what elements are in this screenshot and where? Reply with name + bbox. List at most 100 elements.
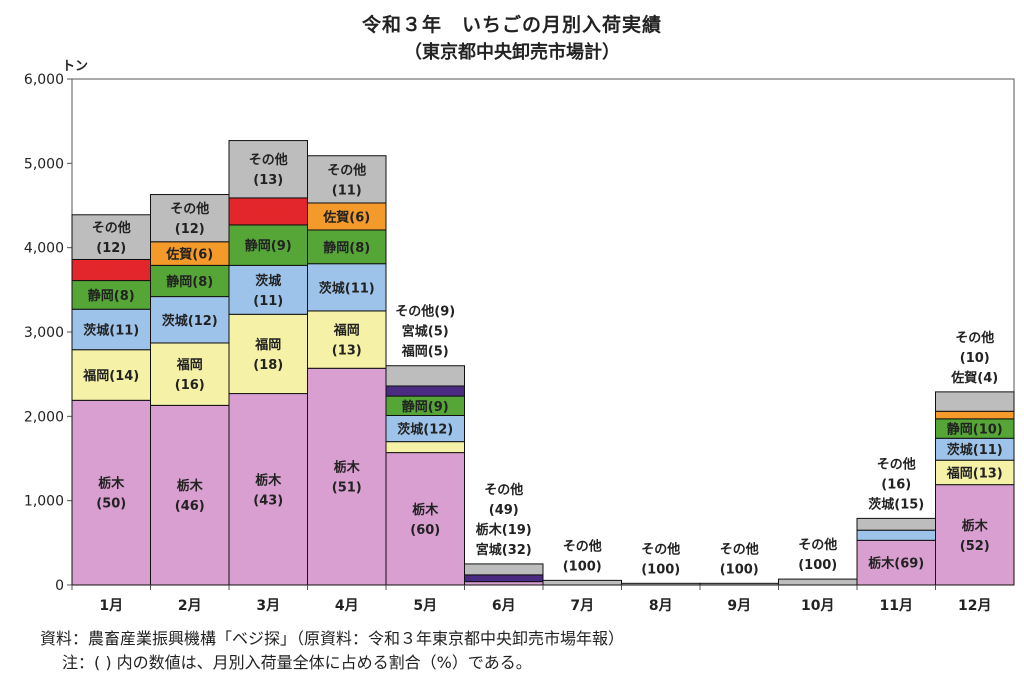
- data-label: 静岡(10): [947, 422, 1003, 438]
- x-tick-label: 1月: [99, 598, 123, 614]
- y-tick-label: 3,000: [24, 325, 64, 341]
- data-label: 長崎(6): [88, 263, 135, 279]
- data-label: (52): [960, 539, 990, 554]
- data-label: 茨城(12): [162, 313, 218, 329]
- data-label: 静岡(8): [88, 288, 135, 304]
- data-label: 佐賀(4): [950, 370, 998, 386]
- x-tick-label: 4月: [335, 598, 359, 614]
- bar-segment: [71, 280, 151, 310]
- bar-segment: [307, 229, 387, 265]
- data-label: 茨城(11): [947, 442, 1003, 458]
- chart-title: 令和３年 いちごの月別入荷実績: [361, 14, 662, 36]
- data-label: 静岡(9): [245, 238, 292, 254]
- data-label: (11): [332, 183, 362, 198]
- data-label: (12): [175, 222, 205, 237]
- bar-segment: [228, 224, 308, 266]
- data-label: (46): [175, 499, 205, 514]
- bar-segment: [699, 582, 779, 586]
- data-label: 福岡(14): [82, 368, 139, 384]
- data-label: 福岡(5): [401, 344, 449, 360]
- x-tick-label: 2月: [178, 598, 202, 614]
- y-tick-label: 4,000: [24, 241, 64, 257]
- x-tick-label: 5月: [413, 598, 437, 614]
- data-label: その他: [798, 537, 837, 553]
- data-label: その他: [170, 201, 209, 217]
- data-label: (49): [489, 503, 519, 518]
- data-label: 栃木(19): [476, 522, 532, 538]
- data-label: 栃木: [177, 478, 204, 494]
- data-label: (13): [332, 344, 362, 359]
- bar-segment: [542, 579, 622, 586]
- data-label: 栃木: [412, 502, 439, 518]
- data-label: (11): [253, 294, 283, 309]
- x-tick-label: 11月: [880, 598, 913, 614]
- bar-segment: [935, 484, 1015, 586]
- x-tick-label: 7月: [570, 598, 594, 614]
- x-tick-label: 6月: [492, 598, 516, 614]
- source-note: 資料：農畜産業振興機構「ベジ探」（原資料：令和３年東京都中央卸売市場年報）: [40, 629, 625, 648]
- data-label: その他: [720, 541, 759, 557]
- x-tick-label: 3月: [256, 598, 280, 614]
- data-label: 佐賀(6): [165, 247, 213, 263]
- data-label: (100): [563, 559, 602, 574]
- bar-segment: [385, 414, 465, 443]
- data-label: (100): [798, 558, 837, 573]
- bar-segment: [621, 582, 701, 586]
- y-axis-unit-label: トン: [62, 59, 88, 74]
- bar-segment: [228, 264, 308, 315]
- data-label: その他: [92, 220, 131, 236]
- data-label: (51): [332, 481, 362, 496]
- data-label: 栃木(69): [868, 556, 924, 572]
- data-label: (100): [641, 562, 680, 577]
- data-label: 茨城: [255, 273, 281, 289]
- data-label: (18): [253, 358, 283, 373]
- bar-segment: [464, 574, 544, 583]
- data-label: その他: [877, 456, 916, 472]
- x-tick-label: 10月: [801, 598, 834, 614]
- chart-notes: 資料：農畜産業振興機構「ベジ探」（原資料：令和３年東京都中央卸売市場年報） 注：…: [40, 627, 624, 675]
- bar-segment: [307, 367, 387, 586]
- data-label: 栃木: [334, 460, 361, 476]
- data-label: 福岡(13): [946, 465, 1003, 481]
- y-tick-label: 1,000: [24, 494, 64, 510]
- bar-segment: [385, 441, 465, 454]
- data-label: 静岡(8): [166, 274, 213, 290]
- bar-segment: [150, 404, 230, 586]
- data-label: 宮城(32): [476, 542, 532, 558]
- data-label: 栃木: [255, 472, 282, 488]
- bar-segment: [935, 459, 1015, 486]
- y-tick-label: 2,000: [24, 409, 64, 425]
- x-tick-label: 12月: [958, 598, 991, 614]
- data-label: 静岡(8): [323, 240, 370, 256]
- chart-subtitle: （東京都中央卸売市場計）: [404, 42, 620, 63]
- bar-segment: [150, 342, 230, 406]
- data-label: (100): [720, 562, 759, 577]
- data-label: その他: [327, 162, 366, 178]
- bar-segment: [307, 202, 387, 231]
- data-label: 茨城(12): [397, 422, 453, 438]
- bar-segment: [935, 391, 1015, 412]
- data-label: (16): [175, 378, 205, 393]
- bar-segment: [71, 308, 151, 351]
- data-label: (13): [253, 173, 283, 188]
- data-label: 茨城(11): [83, 322, 139, 338]
- footnote: 注：( ) 内の数値は、月別入荷量全体に占める割合（%）である。: [62, 653, 532, 672]
- data-label: (60): [410, 523, 440, 538]
- bar-segment: [307, 263, 387, 312]
- bar-segment: [385, 365, 465, 387]
- data-label: 茨城(11): [319, 280, 375, 296]
- y-tick-label: 6,000: [24, 72, 64, 88]
- bar-segment: [464, 563, 544, 576]
- bar-segment: [71, 399, 151, 586]
- data-label: 長崎(6): [245, 204, 292, 220]
- bar-segment: [856, 539, 936, 586]
- data-label: (10): [960, 351, 990, 366]
- bar-segment: [856, 517, 936, 531]
- bar-segment: [385, 385, 465, 397]
- y-tick-label: 5,000: [24, 156, 64, 172]
- y-tick-label: 0: [55, 578, 64, 594]
- data-label: 福岡: [333, 323, 360, 339]
- bar-segment: [307, 310, 387, 369]
- bar-segment: [228, 140, 308, 199]
